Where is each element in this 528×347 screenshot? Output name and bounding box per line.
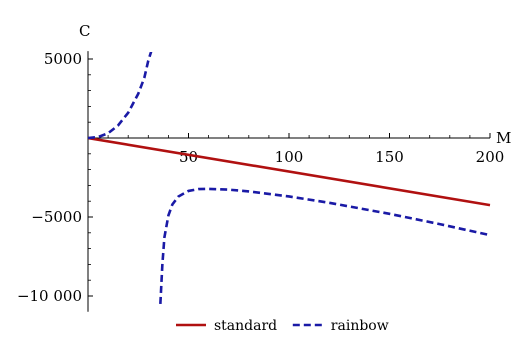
series-line-standard <box>88 136 491 207</box>
legend-label-standard: standard <box>214 318 277 334</box>
legend-label-rainbow: rainbow <box>331 318 389 334</box>
series-line-rainbow <box>159 187 491 304</box>
y-tick-label: −5000 <box>31 208 82 226</box>
axes: 50 100 150 200 5000 −5000 −10 000 M C <box>17 22 511 312</box>
y-ticks: 5000 −5000 −10 000 <box>17 50 93 305</box>
x-ticks: 50 100 150 200 <box>107 133 505 166</box>
x-tick-label: 200 <box>476 148 505 166</box>
x-tick-label: 50 <box>179 148 198 166</box>
x-axis-label: M <box>496 129 511 147</box>
series-group <box>88 52 491 304</box>
x-tick-label: 100 <box>275 148 304 166</box>
y-tick-label: 5000 <box>44 50 82 68</box>
series-line-rainbow <box>88 52 153 140</box>
y-tick-label: −10 000 <box>17 287 82 305</box>
y-axis-label: C <box>79 22 90 40</box>
legend: standard rainbow <box>176 318 389 334</box>
x-tick-label: 150 <box>375 148 404 166</box>
